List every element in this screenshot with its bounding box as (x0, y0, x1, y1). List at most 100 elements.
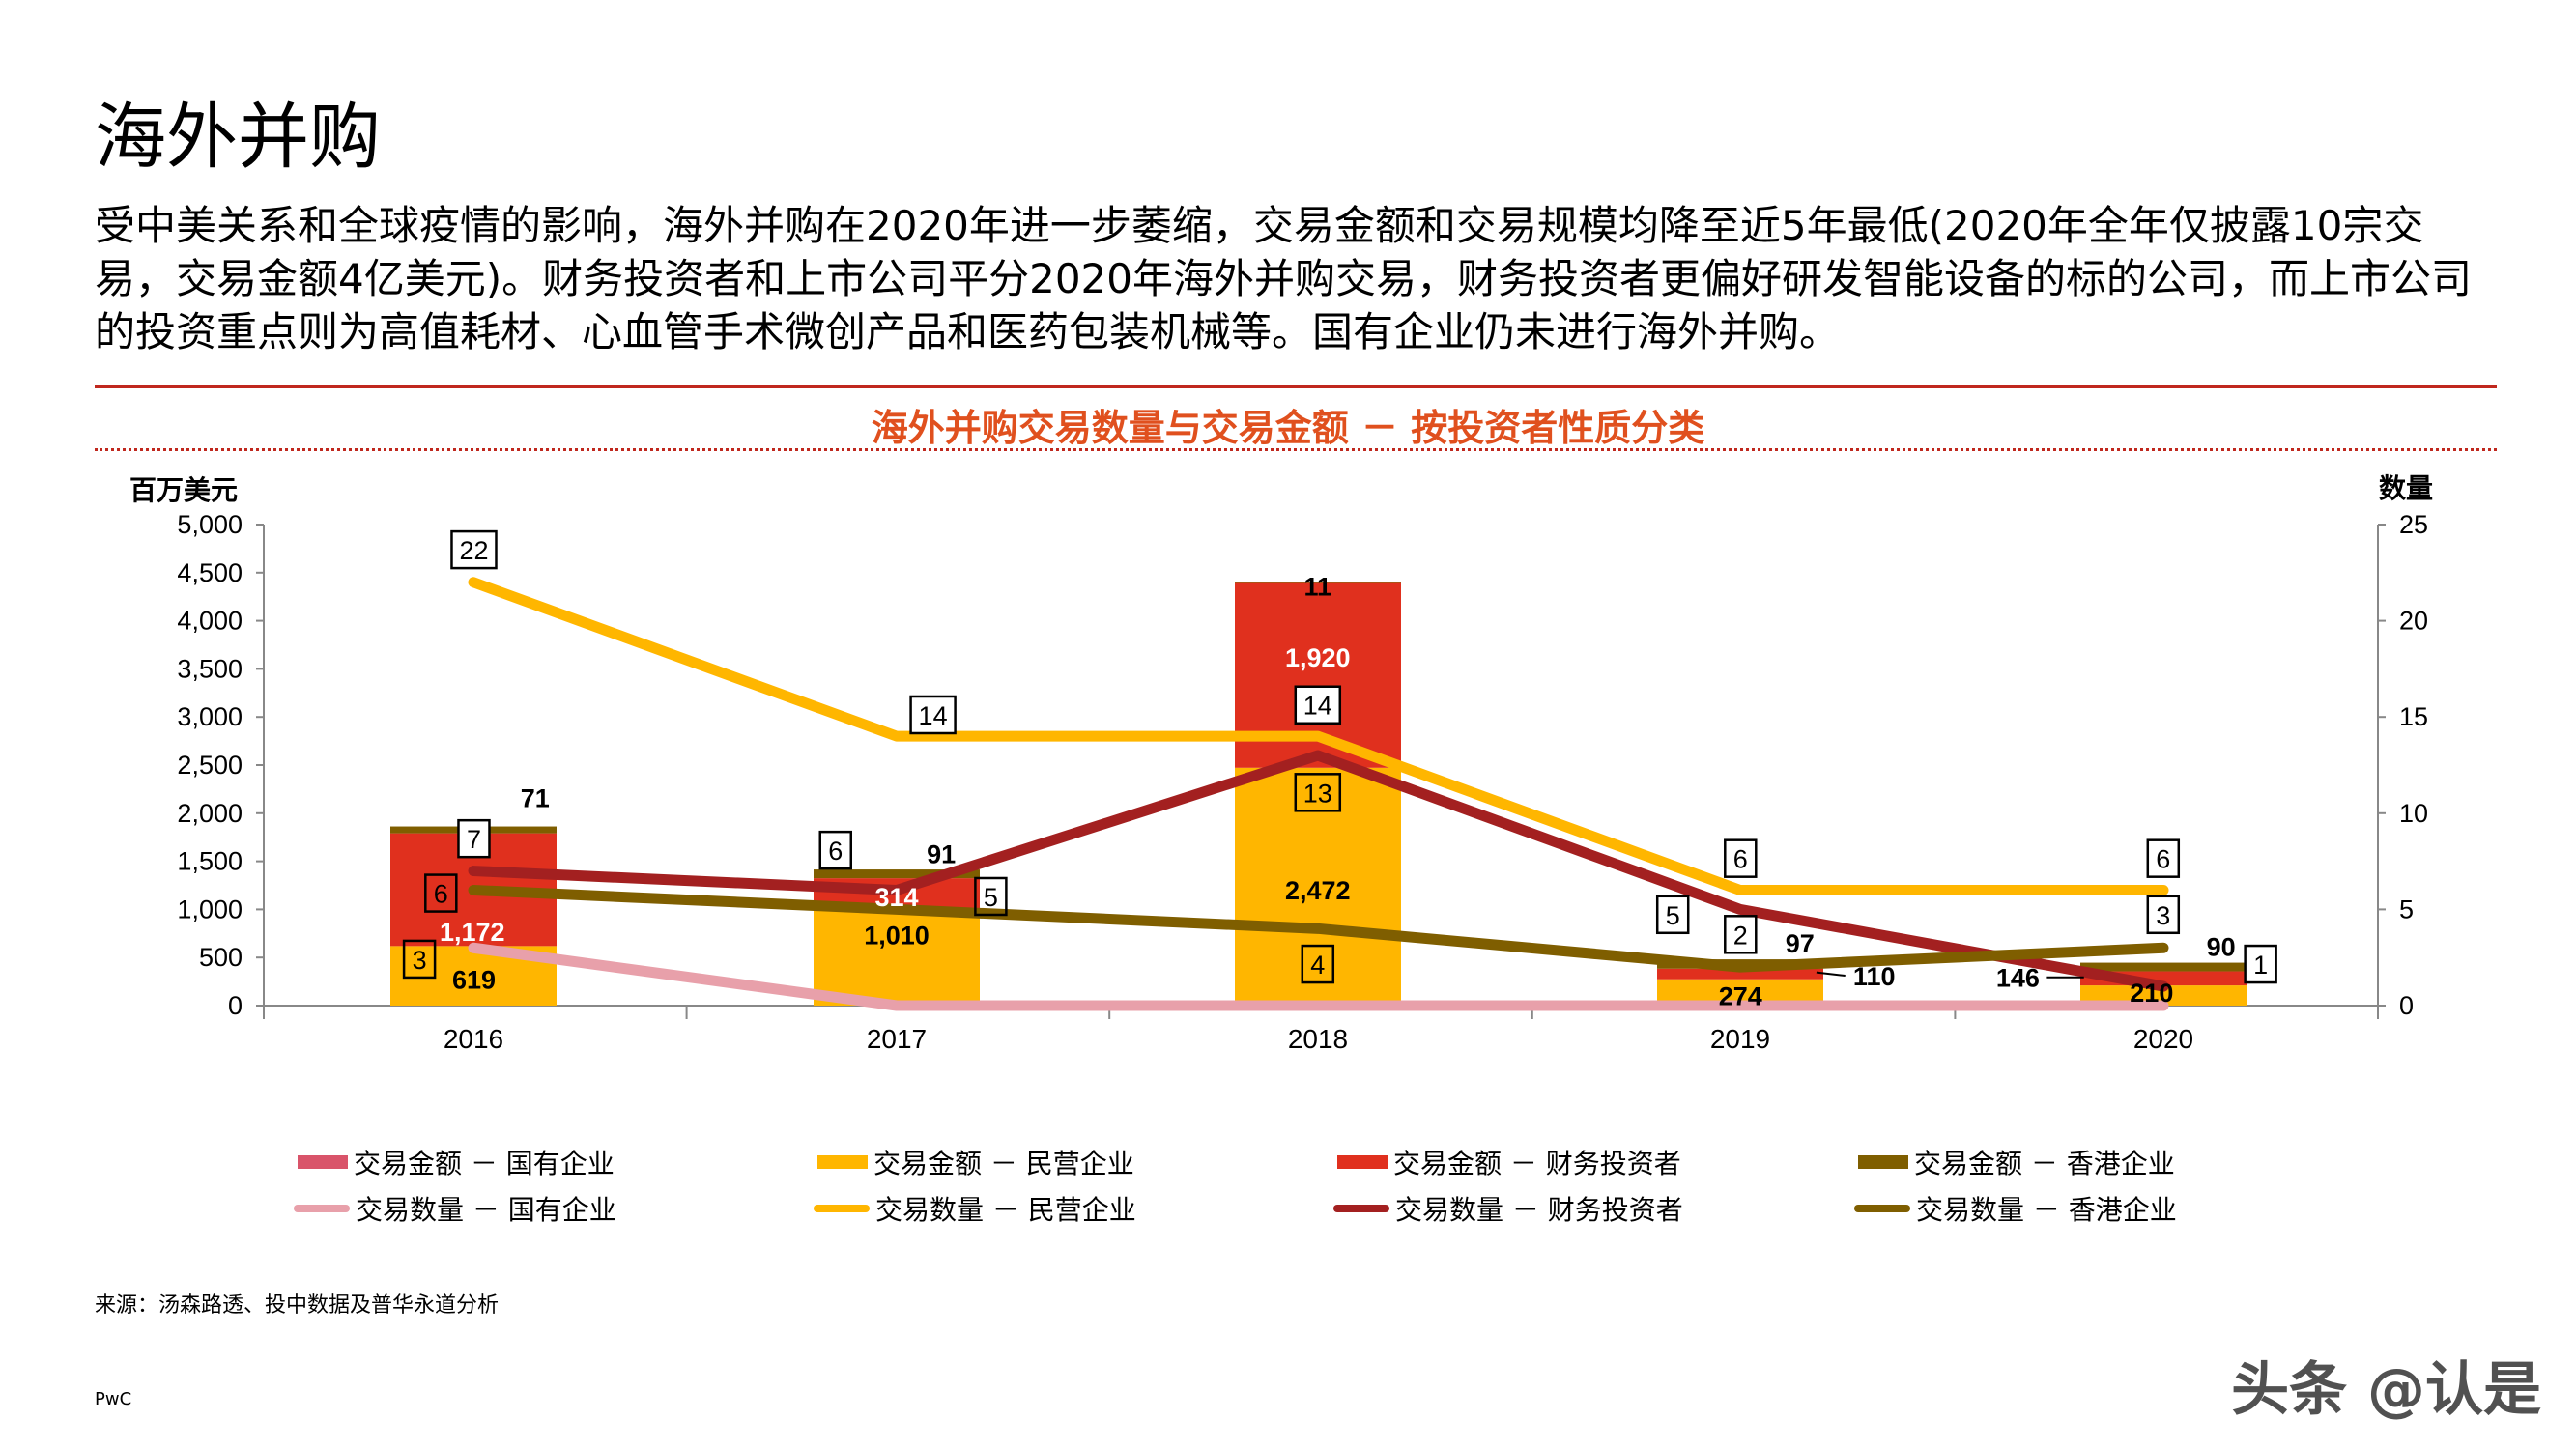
count-label-box (457, 818, 491, 859)
count-label-box (2146, 895, 2181, 935)
count-label: 14 (1303, 692, 1332, 721)
count-label-box (1655, 895, 1690, 935)
legend-label: 交易数量 － 香港企业 (1916, 1194, 2177, 1226)
x-tick-label: 2017 (867, 1024, 927, 1054)
amount-label: 11 (1304, 573, 1332, 602)
y-tick-label-left: 4,000 (177, 607, 243, 636)
count-label: 3 (2156, 901, 2170, 930)
legend-swatch (1333, 1205, 1389, 1212)
intro-paragraph: 受中美关系和全球疫情的影响，海外并购在2020年进一步萎缩，交易金额和交易规模均… (95, 202, 2472, 355)
y-tick-label-left: 4,500 (177, 558, 243, 587)
amount-label: 1,920 (1285, 643, 1351, 672)
legend-item: 交易金额 － 国有企业 (298, 1143, 615, 1181)
count-label-box (2244, 944, 2277, 984)
count-label-box (402, 939, 437, 980)
legend-label: 交易数量 － 财务投资者 (1395, 1194, 1683, 1226)
amount-label: 1,010 (864, 921, 930, 950)
divider-dotted (95, 448, 2497, 451)
legend-label: 交易金额 － 国有企业 (354, 1148, 615, 1179)
count-label: 5 (984, 883, 998, 912)
count-label: 22 (459, 536, 488, 565)
x-tick-label: 2019 (1710, 1024, 1770, 1054)
y-tick-label-left: 1,500 (177, 847, 243, 876)
y-tick-label-left: 500 (199, 943, 243, 972)
amount-label: 110 (1853, 962, 1896, 991)
count-label-box (974, 876, 1008, 917)
amount-label: 71 (521, 783, 550, 812)
legend-label: 交易数量 － 民营企业 (875, 1194, 1136, 1226)
amount-label: 91 (927, 840, 956, 869)
leader-line (1816, 971, 1846, 978)
count-label: 6 (434, 880, 448, 909)
count-label-box (1294, 685, 1342, 724)
legend-item: 交易金额 － 香港企业 (1858, 1143, 2175, 1181)
count-label-box (1301, 944, 1335, 984)
amount-label: 619 (452, 965, 496, 994)
y-tick-label-left: 1,000 (177, 895, 243, 923)
y-tick-label-right: 0 (2399, 991, 2414, 1020)
legend-item: 交易金额 － 民营企业 (817, 1143, 1134, 1181)
legend-swatch (1854, 1205, 1910, 1212)
count-label: 6 (2156, 845, 2170, 874)
y-tick-label-left: 2,500 (177, 751, 243, 780)
count-label-box (424, 873, 458, 913)
legend-label: 交易金额 － 香港企业 (1914, 1148, 2175, 1179)
y-tick-label-right: 25 (2399, 510, 2428, 539)
count-label: 5 (1666, 901, 1680, 930)
source-note: 来源：汤森路透、投中数据及普华永道分析 (95, 1293, 500, 1318)
bar-1-2018 (1235, 767, 1401, 1006)
bar-3-2017 (814, 869, 980, 879)
count-label-box (450, 529, 498, 570)
bar-1-2017 (814, 908, 980, 1006)
legend-item: 交易数量 － 财务投资者 (1333, 1189, 1683, 1228)
line-series-3 (468, 884, 2169, 973)
footer-brand: PwC (95, 1389, 132, 1409)
legend-label: 交易金额 － 财务投资者 (1393, 1148, 1681, 1179)
y-tick-label-left: 5,000 (177, 510, 243, 539)
count-label-box (818, 830, 853, 870)
divider-solid (95, 385, 2497, 388)
count-label: 6 (828, 837, 843, 866)
legend-item: 交易数量 － 民营企业 (814, 1189, 1136, 1228)
count-label: 2 (1733, 921, 1748, 950)
legend-swatch (298, 1155, 348, 1169)
count-label: 1 (2253, 951, 2268, 980)
count-label-box (1724, 915, 1758, 954)
count-label: 3 (413, 946, 427, 975)
line-series-2 (468, 750, 2169, 992)
line-series-1 (468, 577, 2169, 895)
chart-title: 海外并购交易数量与交易金额 － 按投资者性质分类 (871, 407, 1705, 449)
y-tick-label-right: 5 (2399, 895, 2414, 923)
watermark: 头条 @认是 (2231, 1356, 2541, 1424)
y-tick-label-right: 20 (2399, 607, 2428, 636)
legend-item: 交易数量 － 国有企业 (294, 1189, 616, 1228)
legend-label: 交易数量 － 国有企业 (356, 1194, 616, 1226)
count-label: 6 (1733, 845, 1748, 874)
count-label-box (2146, 838, 2181, 878)
amount-label: 2,472 (1285, 876, 1351, 905)
count-label: 4 (1310, 951, 1325, 980)
count-label: 7 (467, 825, 481, 854)
legend-swatch (294, 1205, 350, 1212)
y-tick-label-left: 3,500 (177, 654, 243, 683)
legend-swatch (1858, 1155, 1908, 1169)
y-tick-label-left: 3,000 (177, 702, 243, 731)
line-series-0 (468, 942, 2169, 1011)
x-tick-label: 2016 (444, 1024, 503, 1054)
count-label-box (1294, 773, 1342, 812)
y-tick-label-right: 10 (2399, 799, 2428, 828)
y-tick-label-left: 0 (228, 991, 243, 1020)
legend-item: 交易金额 － 财务投资者 (1337, 1143, 1681, 1181)
amount-label: 274 (1719, 982, 1762, 1011)
legend-swatch (1337, 1155, 1388, 1169)
y-axis-label-left: 百万美元 (129, 474, 238, 506)
amount-label: 90 (2207, 932, 2236, 961)
y-tick-label-left: 2,000 (177, 799, 243, 828)
count-label: 13 (1303, 779, 1332, 808)
amount-label: 1,172 (440, 918, 505, 947)
count-label-box (909, 695, 957, 735)
amount-label: 97 (1786, 929, 1815, 958)
x-tick-label: 2018 (1288, 1024, 1348, 1054)
y-axis-label-right: 数量 (2379, 472, 2433, 504)
